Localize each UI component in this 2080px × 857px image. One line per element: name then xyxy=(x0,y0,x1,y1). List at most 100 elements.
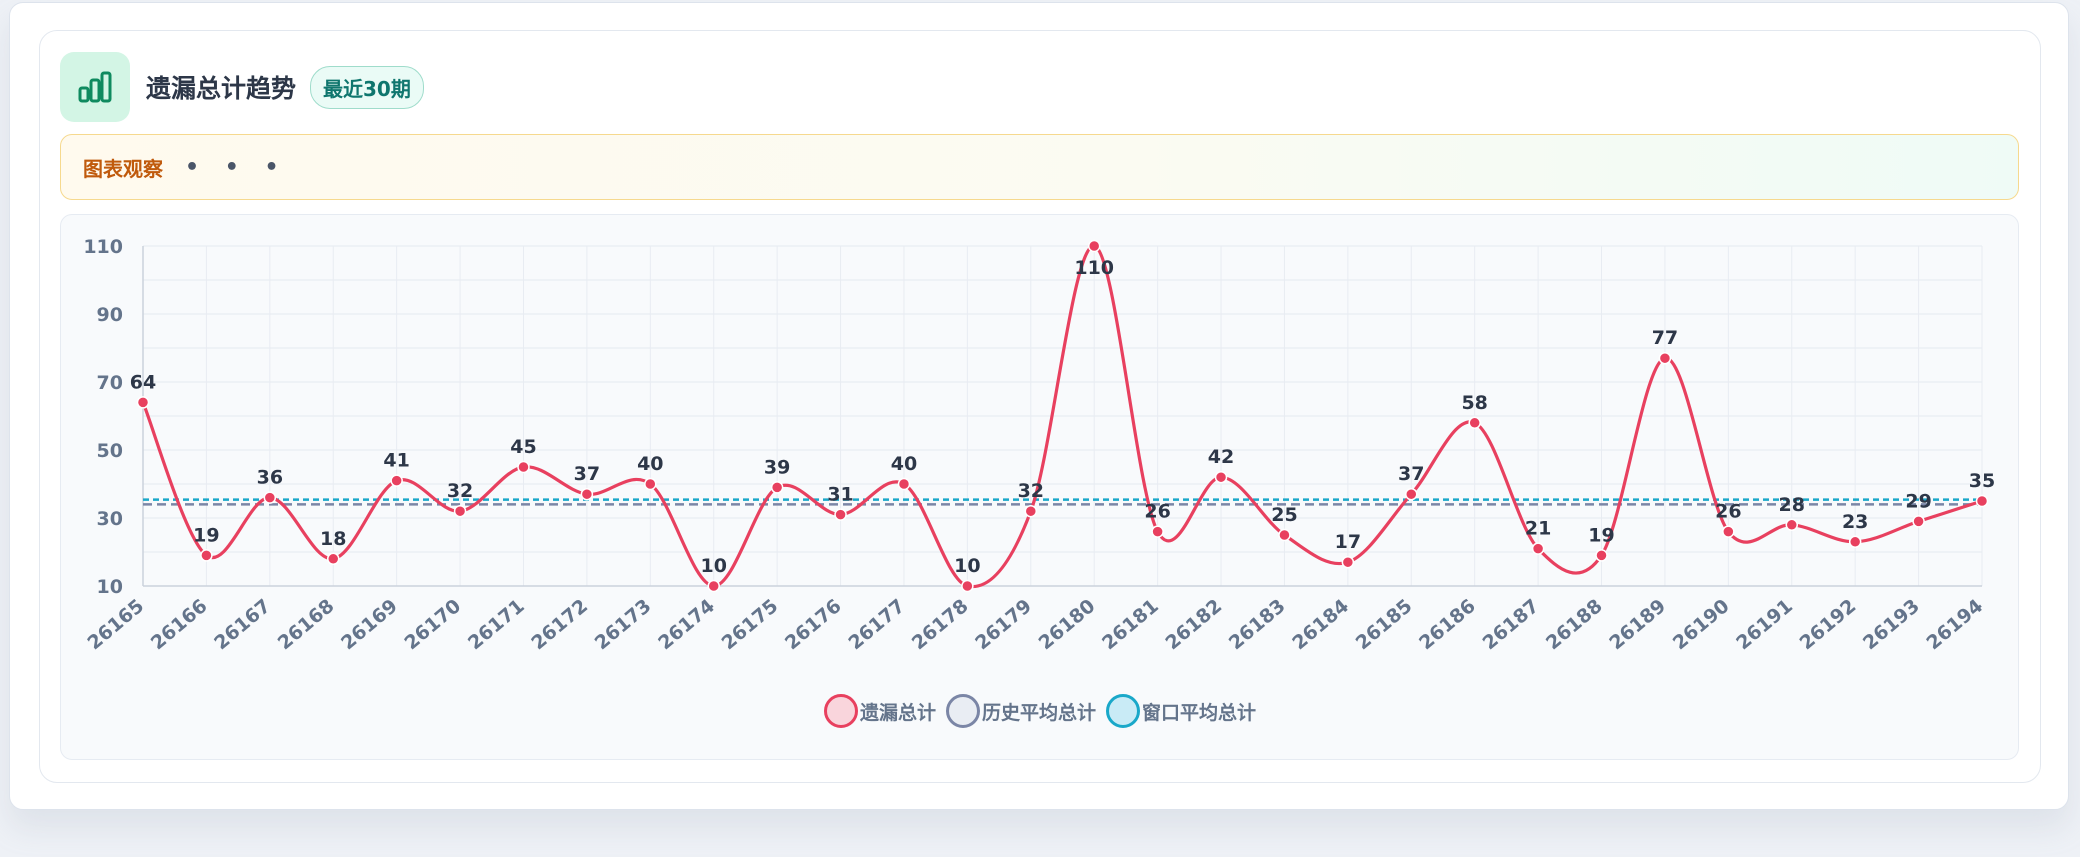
data-label: 36 xyxy=(257,467,283,489)
data-label: 64 xyxy=(130,371,156,393)
data-label: 77 xyxy=(1652,327,1678,349)
data-label: 23 xyxy=(1842,511,1868,533)
y-tick-label: 50 xyxy=(97,440,123,462)
data-point xyxy=(1531,542,1545,555)
x-tick-label: 26188 xyxy=(1542,595,1607,654)
data-label: 40 xyxy=(891,453,917,475)
legend-swatch-series xyxy=(823,694,858,728)
x-tick-label: 26176 xyxy=(781,595,846,654)
more-dots-icon[interactable]: • • • xyxy=(185,154,288,180)
data-point xyxy=(1468,416,1481,430)
x-tick-label: 26185 xyxy=(1352,595,1417,654)
data-point xyxy=(1278,528,1291,542)
x-tick-label: 26174 xyxy=(654,595,719,654)
x-tick-label: 26184 xyxy=(1288,595,1353,654)
x-tick-label: 26191 xyxy=(1732,595,1797,654)
observation-label: 图表观察 xyxy=(83,156,163,181)
data-label: 26 xyxy=(1144,501,1170,523)
x-tick-label: 26187 xyxy=(1479,595,1544,654)
data-point xyxy=(390,474,403,487)
legend-item-hist-avg[interactable]: 历史平均总计 xyxy=(945,694,1096,728)
data-label: 41 xyxy=(383,450,409,472)
data-point xyxy=(136,396,150,409)
y-tick-label: 30 xyxy=(97,508,123,530)
data-point xyxy=(1087,239,1101,253)
data-label: 28 xyxy=(1779,494,1805,516)
legend-item-series[interactable]: 遗漏总计 xyxy=(823,694,936,728)
data-label: 29 xyxy=(1905,490,1931,512)
series-line xyxy=(141,244,1983,589)
data-label: 58 xyxy=(1461,392,1487,414)
data-point xyxy=(1848,535,1862,549)
x-tick-label: 26170 xyxy=(400,595,465,654)
x-tick-label: 26193 xyxy=(1859,595,1924,654)
x-tick-label: 26177 xyxy=(844,595,909,654)
data-label: 42 xyxy=(1208,446,1234,468)
x-tick-label: 26190 xyxy=(1669,595,1734,654)
x-tick-label: 26194 xyxy=(1922,595,1987,654)
chart-observation-bar[interactable]: 图表观察 • • • xyxy=(60,134,2019,200)
data-label: 17 xyxy=(1335,531,1361,553)
data-point xyxy=(644,477,657,491)
data-label: 25 xyxy=(1271,504,1297,526)
x-tick-label: 26168 xyxy=(274,595,339,654)
y-tick-label: 90 xyxy=(97,304,123,326)
data-label: 19 xyxy=(1588,524,1614,546)
x-tick-label: 26182 xyxy=(1161,595,1226,654)
x-tick-label: 26189 xyxy=(1605,595,1670,654)
bar-chart-icon xyxy=(60,52,130,122)
y-tick-label: 110 xyxy=(83,236,123,258)
x-tick-label: 26169 xyxy=(337,595,402,654)
x-tick-label: 26192 xyxy=(1796,595,1861,654)
x-tick-label: 26181 xyxy=(1098,595,1163,654)
chart-legend: 遗漏总计 历史平均总计 窗口平均总计 xyxy=(0,694,2080,728)
data-point xyxy=(517,460,530,474)
data-point xyxy=(1658,351,1672,365)
x-tick-label: 26178 xyxy=(908,595,973,654)
data-label: 18 xyxy=(320,528,346,550)
data-point xyxy=(961,579,974,593)
data-label: 21 xyxy=(1525,518,1551,540)
x-tick-label: 26180 xyxy=(1035,595,1100,654)
x-tick-label: 26167 xyxy=(210,595,275,654)
legend-swatch-hist-avg xyxy=(945,694,980,728)
data-point xyxy=(580,487,594,501)
data-point xyxy=(1722,525,1735,538)
data-label: 37 xyxy=(1398,463,1424,485)
data-point xyxy=(453,504,467,518)
x-tick-label: 26166 xyxy=(147,595,212,654)
data-point xyxy=(326,552,340,566)
data-point xyxy=(1595,549,1608,562)
data-label: 31 xyxy=(827,484,853,506)
legend-label: 窗口平均总计 xyxy=(1142,701,1257,724)
data-label: 10 xyxy=(954,555,980,577)
data-label: 110 xyxy=(1074,257,1114,279)
data-point xyxy=(1785,518,1799,532)
data-label: 32 xyxy=(447,480,473,502)
x-tick-label: 26186 xyxy=(1415,595,1480,654)
data-point xyxy=(1975,494,1989,508)
data-label: 19 xyxy=(193,524,219,546)
period-badge: 最近30期 xyxy=(310,65,424,109)
legend-item-window-avg[interactable]: 窗口平均总计 xyxy=(1106,694,1256,728)
y-tick-label: 10 xyxy=(97,576,123,598)
data-label: 45 xyxy=(510,436,536,458)
data-point xyxy=(263,491,277,504)
legend-label: 历史平均总计 xyxy=(981,701,1096,724)
data-point xyxy=(1341,555,1355,569)
x-tick-label: 26171 xyxy=(464,595,529,654)
data-point xyxy=(1151,525,1164,538)
card-header: 遗漏总计趋势 最近30期 xyxy=(60,52,424,122)
data-point xyxy=(1912,515,1925,528)
data-point xyxy=(200,549,213,562)
data-point xyxy=(1405,487,1418,501)
data-point xyxy=(834,508,847,521)
data-label: 32 xyxy=(1018,480,1044,502)
legend-label: 遗漏总计 xyxy=(859,701,936,724)
data-label: 40 xyxy=(637,453,663,475)
data-label: 35 xyxy=(1969,470,1995,492)
chart-title: 遗漏总计趋势 xyxy=(146,74,297,103)
data-point xyxy=(770,481,784,494)
x-tick-label: 26175 xyxy=(718,595,783,654)
